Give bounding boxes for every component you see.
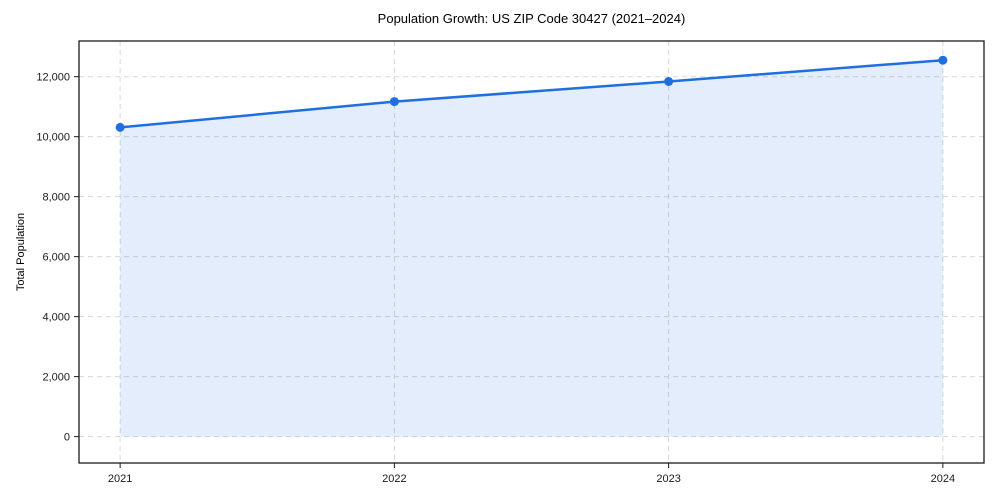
y-tick-label: 10,000 (36, 132, 70, 144)
data-point (115, 122, 125, 132)
x-tick-label: 2023 (656, 473, 680, 485)
plot-border (78, 40, 985, 464)
y-tick-label: 12,000 (36, 72, 70, 84)
y-tick-label: 0 (64, 432, 70, 444)
x-tick-label: 2024 (931, 473, 955, 485)
data-point (664, 76, 674, 86)
x-tick-label: 2021 (108, 473, 132, 485)
chart-title: Population Growth: US ZIP Code 30427 (20… (377, 11, 686, 26)
population-line (118, 58, 945, 129)
y-tick-label: 8,000 (42, 192, 70, 204)
y-tick-label: 2,000 (42, 372, 70, 384)
data-point (389, 97, 399, 107)
y-tick-label: 4,000 (42, 312, 70, 324)
data-point (938, 55, 948, 65)
area-fill (120, 60, 943, 437)
x-tick-label: 2022 (382, 473, 406, 485)
y-tick-label: 6,000 (42, 252, 70, 264)
